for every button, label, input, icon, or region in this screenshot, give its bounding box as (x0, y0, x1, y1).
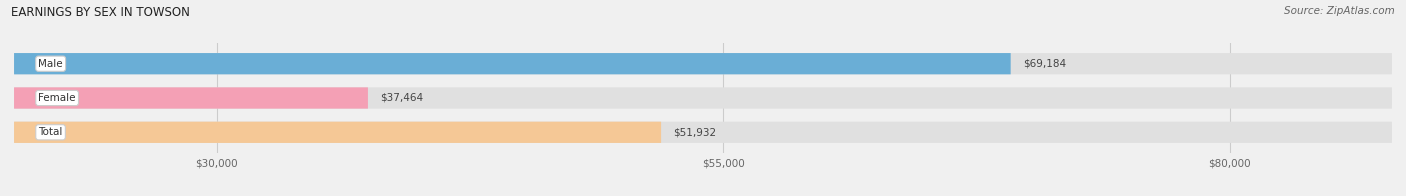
Text: Female: Female (38, 93, 76, 103)
FancyBboxPatch shape (14, 122, 661, 143)
Text: Source: ZipAtlas.com: Source: ZipAtlas.com (1284, 6, 1395, 16)
FancyBboxPatch shape (14, 122, 1392, 143)
FancyBboxPatch shape (14, 87, 1392, 109)
Text: $69,184: $69,184 (1022, 59, 1066, 69)
Text: Male: Male (38, 59, 63, 69)
Text: Total: Total (38, 127, 63, 137)
Text: $51,932: $51,932 (673, 127, 717, 137)
Text: $37,464: $37,464 (380, 93, 423, 103)
FancyBboxPatch shape (14, 53, 1011, 74)
Text: EARNINGS BY SEX IN TOWSON: EARNINGS BY SEX IN TOWSON (11, 6, 190, 19)
FancyBboxPatch shape (14, 87, 368, 109)
FancyBboxPatch shape (14, 53, 1392, 74)
